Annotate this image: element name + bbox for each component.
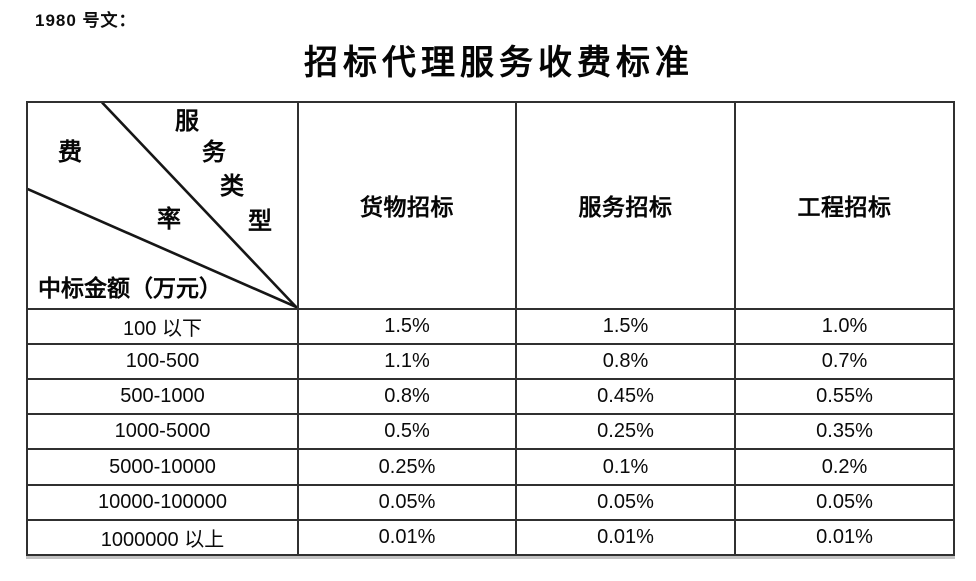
rate-cell: 1.5% (515, 307, 736, 346)
column-header-engineering-bidding: 工程招标 (734, 101, 955, 310)
rate-cell: 1.0% (734, 307, 955, 346)
row-label-cell: 500-1000 (26, 378, 299, 416)
doc-ref: 1980 号文： (35, 11, 137, 30)
rate-cell: 1.5% (297, 307, 517, 346)
fee-table: 服 务 类 型 费 率 中标金额（万元） 货物招标 服务招标 工程招标 100 … (26, 101, 955, 557)
rate-cell: 0.25% (297, 448, 517, 486)
rate-cell: 0.01% (734, 518, 955, 557)
corner-label-service-type-char3: 类 (220, 174, 244, 200)
row-label-cell: 5000-10000 (26, 448, 299, 486)
rate-cell: 0.35% (734, 413, 955, 451)
table-row: 100 以下 1.5% 1.5% 1.0% (26, 307, 955, 346)
rate-cell: 0.8% (297, 378, 517, 416)
row-label-cell: 100-500 (26, 343, 299, 381)
table-row: 100-500 1.1% 0.8% 0.7% (26, 343, 955, 381)
diagonal-divider-lines (28, 103, 297, 308)
corner-label-service-type-char1: 服 (175, 109, 199, 135)
table-row: 500-1000 0.8% 0.45% 0.55% (26, 378, 955, 416)
corner-label-service-type-char4: 型 (248, 209, 272, 235)
rate-cell: 0.7% (734, 343, 955, 381)
rate-cell: 0.05% (515, 483, 736, 521)
rate-cell: 1.1% (297, 343, 517, 381)
table-header-row: 服 务 类 型 费 率 中标金额（万元） 货物招标 服务招标 工程招标 (26, 101, 955, 310)
row-label-cell: 1000000 以上 (26, 518, 299, 557)
table-row: 5000-10000 0.25% 0.1% 0.2% (26, 448, 955, 486)
rate-cell: 0.1% (515, 448, 736, 486)
corner-label-service-type-char2: 务 (202, 140, 226, 166)
corner-label-fee-rate-char2: 率 (157, 207, 181, 233)
table-row: 1000-5000 0.5% 0.25% 0.35% (26, 413, 955, 451)
rate-cell: 0.2% (734, 448, 955, 486)
corner-label-bid-amount: 中标金额（万元） (38, 275, 222, 301)
corner-label-fee-rate-char1: 费 (58, 140, 82, 166)
row-label-cell: 10000-100000 (26, 483, 299, 521)
rate-cell: 0.05% (297, 483, 517, 521)
table-row: 10000-100000 0.05% 0.05% 0.05% (26, 483, 955, 521)
rate-cell: 0.25% (515, 413, 736, 451)
row-label-cell: 100 以下 (26, 307, 299, 346)
rate-cell: 0.55% (734, 378, 955, 416)
corner-header-cell: 服 务 类 型 费 率 中标金额（万元） (26, 101, 299, 310)
page-title: 招标代理服务收费标准 (304, 45, 694, 82)
rate-cell: 0.05% (734, 483, 955, 521)
rate-cell: 0.45% (515, 378, 736, 416)
rate-cell: 0.8% (515, 343, 736, 381)
rate-cell: 0.5% (297, 413, 517, 451)
table-row: 1000000 以上 0.01% 0.01% 0.01% (26, 518, 955, 557)
row-label-cell: 1000-5000 (26, 413, 299, 451)
rate-cell: 0.01% (297, 518, 517, 557)
rate-cell: 0.01% (515, 518, 736, 557)
column-header-service-bidding: 服务招标 (515, 101, 736, 310)
column-header-goods-bidding: 货物招标 (297, 101, 517, 310)
